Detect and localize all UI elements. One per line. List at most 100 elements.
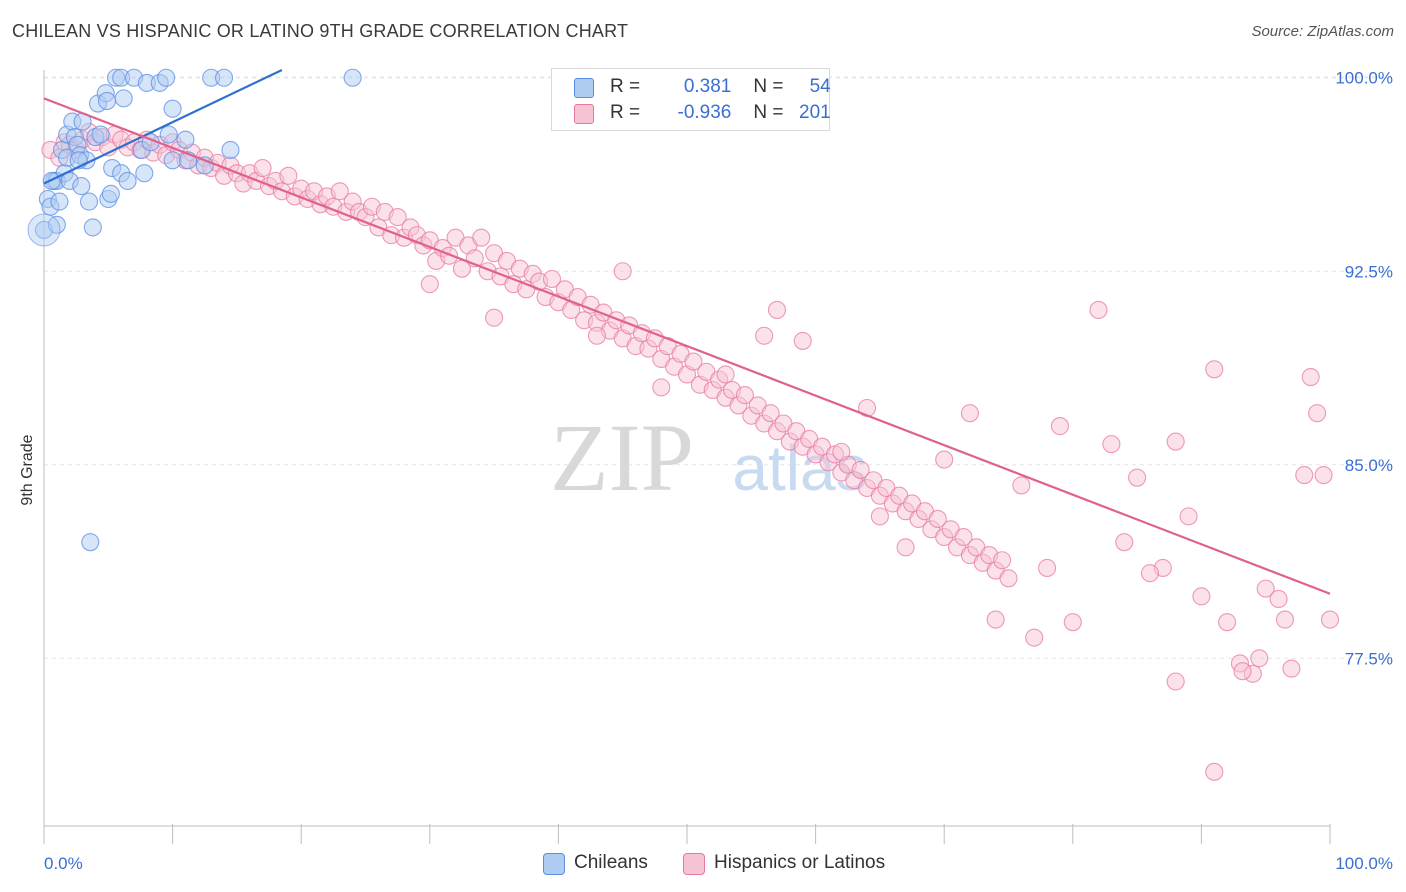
- y-tick-label: 77.5%: [1345, 649, 1393, 668]
- hispanic-point: [388, 208, 407, 227]
- legend-text-hispanics: R = -0.936 N = 201: [610, 102, 831, 124]
- stats-legend: R = 0.381 N = 54 R = -0.936 N = 201: [551, 68, 831, 131]
- hispanic-point: [1025, 628, 1044, 647]
- hispanic-point: [755, 326, 774, 345]
- y-tick-label: 92.5%: [1345, 262, 1393, 281]
- legend-n-value: 54: [809, 76, 831, 97]
- hispanic-point: [1050, 417, 1069, 436]
- hispanic-point: [870, 507, 889, 526]
- source-label: Source: ZipAtlas.com: [1251, 23, 1394, 40]
- legend-r-value: 0.381: [683, 76, 732, 97]
- chilean-point: [176, 130, 195, 149]
- chilean-point: [81, 533, 100, 552]
- hispanic-point: [684, 352, 703, 371]
- hispanic-point: [652, 378, 671, 397]
- hispanic-point: [420, 275, 439, 294]
- hispanic-point: [1038, 558, 1057, 578]
- hispanic-point: [587, 326, 607, 345]
- hispanic-point: [279, 166, 298, 185]
- hispanic-point: [1250, 649, 1269, 668]
- hispanic-point: [960, 404, 979, 423]
- chilean-point: [97, 91, 117, 111]
- hispanic-point: [1205, 762, 1224, 781]
- trend-line-hispanics: [43, 97, 1331, 595]
- hispanic-point: [1205, 360, 1224, 379]
- chilean-point-large: [27, 213, 61, 247]
- chilean-point: [214, 68, 234, 87]
- hispanic-point: [832, 442, 851, 461]
- legend-n-label: N =: [753, 76, 789, 97]
- chilean-point: [163, 99, 182, 118]
- hispanic-point: [735, 386, 754, 405]
- hispanic-point: [1320, 610, 1340, 629]
- chilean-point: [157, 68, 176, 87]
- hispanic-point: [1256, 579, 1275, 598]
- hispanic-point: [1282, 659, 1301, 678]
- trend-lines: [43, 69, 1331, 595]
- chilean-point: [83, 218, 102, 237]
- hispanic-point: [993, 551, 1012, 570]
- hispanic-point: [542, 269, 562, 289]
- legend-swatch-pink: [574, 104, 594, 124]
- x-tick-label: 0.0%: [44, 854, 83, 873]
- hispanic-point: [767, 300, 787, 320]
- hispanic-point: [954, 527, 973, 547]
- legend-swatch-blue: [543, 853, 565, 875]
- hispanic-point: [1102, 435, 1121, 454]
- chilean-point: [163, 151, 182, 170]
- hispanic-point: [1295, 466, 1314, 485]
- hispanic-point: [793, 331, 812, 350]
- legend-swatch-blue: [574, 78, 594, 98]
- hispanic-point: [1063, 613, 1082, 632]
- hispanic-point: [1314, 466, 1333, 485]
- legend-n-value: 201: [799, 102, 831, 123]
- chilean-point: [343, 68, 362, 87]
- hispanic-point: [986, 610, 1005, 629]
- hispanic-point: [440, 246, 459, 265]
- hispanic-point: [1233, 662, 1252, 681]
- hispanic-point: [928, 509, 947, 529]
- hispanic-point: [1192, 587, 1211, 606]
- hispanic-point: [896, 538, 915, 557]
- hispanic-point: [716, 365, 735, 384]
- hispanic-point: [999, 569, 1018, 588]
- legend-text-chileans: R = 0.381 N = 54: [610, 76, 831, 98]
- hispanic-point: [851, 460, 870, 479]
- hispanic-point: [613, 262, 632, 281]
- grid-lines: [44, 76, 1394, 659]
- hispanic-point: [1128, 468, 1147, 487]
- chilean-point: [118, 171, 137, 190]
- hispanic-point: [1166, 432, 1185, 451]
- y-tick-label: 85.0%: [1345, 456, 1393, 475]
- legend-r-label: R =: [610, 102, 646, 123]
- hispanic-point: [330, 182, 349, 201]
- chilean-point: [221, 140, 240, 160]
- y-axis-label: 9th Grade: [19, 434, 36, 506]
- series-chileans-points: [27, 68, 362, 552]
- hispanic-point: [1301, 367, 1320, 387]
- chilean-point: [91, 125, 110, 144]
- y-tick-label: 100.0%: [1335, 69, 1393, 88]
- legend-r-label: R =: [610, 76, 646, 97]
- chilean-point: [101, 184, 120, 203]
- hispanic-point: [485, 308, 504, 327]
- hispanic-point: [1140, 564, 1160, 583]
- legend-label-chileans: Chileans: [574, 852, 648, 873]
- hispanic-point: [1179, 507, 1198, 526]
- legend-swatch-pink: [683, 853, 705, 875]
- legend-r-value: -0.936: [677, 102, 732, 123]
- legend-n-label: N =: [753, 102, 789, 123]
- trend-line-chileans: [43, 69, 283, 185]
- hispanic-point: [1269, 589, 1288, 608]
- chilean-point: [72, 177, 91, 196]
- hispanic-point: [1115, 533, 1134, 552]
- tick-labels: 100.0% 92.5% 85.0% 77.5% 0.0% 100.0%: [44, 69, 1393, 873]
- hispanic-point: [1089, 300, 1108, 320]
- x-tick-label: 100.0%: [1335, 854, 1393, 873]
- chilean-point: [79, 192, 99, 211]
- hispanic-point: [1275, 610, 1295, 629]
- hispanic-point: [1012, 476, 1031, 495]
- hispanic-point: [472, 228, 491, 247]
- hispanic-point: [1218, 613, 1237, 632]
